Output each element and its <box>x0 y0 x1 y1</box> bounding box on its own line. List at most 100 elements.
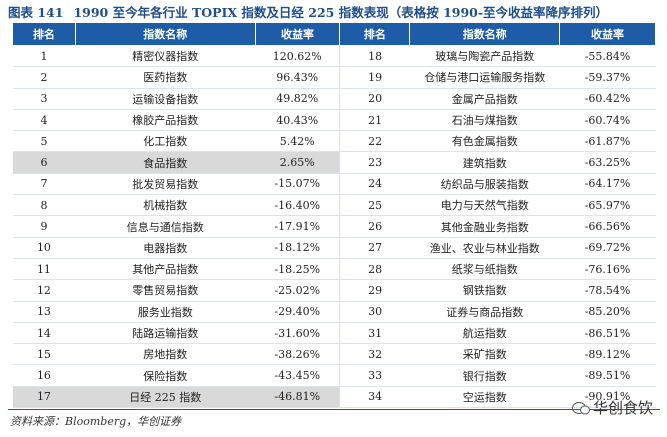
table-row: 16 保险指数 -43.45% 33 银行指数 -89.51% <box>12 364 656 387</box>
table-row: 8 机械指数 -16.40% 25 电力与天然气指数 -65.97% <box>12 194 656 217</box>
table-body: 1 精密仪器指数 120.62% 18 玻璃与陶瓷产品指数 -55.84% 2 医药指数 96.… <box>12 45 656 409</box>
table-cell: -60.42% <box>559 88 656 110</box>
table-cell: 批发贸易指数 <box>75 173 256 196</box>
table-cell: 银行指数 <box>409 364 560 387</box>
table-cell: 32 <box>339 343 410 366</box>
table-cell: 航运指数 <box>409 322 560 345</box>
table-cell: 24 <box>339 173 410 196</box>
table-cell: -65.97% <box>559 194 656 217</box>
column-header: 排名 <box>12 22 76 46</box>
table-cell: 精密仪器指数 <box>75 45 256 68</box>
table-cell: 其他金融业务指数 <box>409 215 560 238</box>
table-cell: 纺织品与服装指数 <box>409 173 560 196</box>
table-cell: 电器指数 <box>75 237 256 259</box>
figure-label: 图表 141 <box>8 5 64 20</box>
table-cell: 金属产品指数 <box>409 88 560 110</box>
table-cell: 建筑指数 <box>409 151 560 174</box>
table-cell: -69.72% <box>559 237 656 259</box>
table-cell: 信息与通信指数 <box>75 215 256 238</box>
table-cell: 其他产品指数 <box>75 258 256 281</box>
table-cell: -89.51% <box>559 364 656 387</box>
table-cell: 电力与天然气指数 <box>409 194 560 217</box>
table-cell: 陆路运输指数 <box>75 322 256 345</box>
column-header: 排名 <box>339 22 411 46</box>
table-cell: 9 <box>12 215 76 238</box>
table-cell: 采矿指数 <box>409 343 560 366</box>
table-cell: -85.20% <box>559 301 656 323</box>
table-cell: 30 <box>339 301 410 323</box>
table-cell: 17 <box>12 386 76 409</box>
table-row: 3 运输设备指数 49.82% 20 金属产品指数 -60.42% <box>12 88 656 110</box>
table-cell: 7 <box>12 173 76 196</box>
table-cell: 12 <box>12 279 76 302</box>
table-cell: 33 <box>339 364 410 387</box>
table-cell: 4 <box>12 109 76 132</box>
table-cell: -29.40% <box>255 301 341 323</box>
table-cell: 渔业、农业与林业指数 <box>409 237 560 259</box>
table-cell: -59.37% <box>559 66 656 89</box>
table-cell: 11 <box>12 258 76 281</box>
table-cell: 玻璃与陶瓷产品指数 <box>409 45 560 68</box>
table-cell: -31.60% <box>255 322 341 345</box>
table-cell: 16 <box>12 364 76 387</box>
table-cell: 服务业指数 <box>75 301 256 323</box>
table-cell: 房地指数 <box>75 343 256 366</box>
table-cell: 22 <box>339 130 410 153</box>
table-cell: -15.07% <box>255 173 341 196</box>
table-row: 14 陆路运输指数 -31.60% 31 航运指数 -86.51% <box>12 322 656 345</box>
watermark-icon <box>572 402 590 415</box>
table-cell: 14 <box>12 322 76 345</box>
table-cell: 1 <box>12 45 76 68</box>
table-cell: 橡胶产品指数 <box>75 109 256 132</box>
table-row: 5 化工指数 5.42% 22 有色金属指数 -61.87% <box>12 130 656 153</box>
table-cell: 120.62% <box>255 45 341 68</box>
table-cell: 18 <box>339 45 410 68</box>
table-cell: -25.02% <box>255 279 341 302</box>
table-cell: -63.25% <box>559 151 656 174</box>
table-cell: -86.51% <box>559 322 656 345</box>
table-cell: 23 <box>339 151 410 174</box>
table-cell: 25 <box>339 194 410 217</box>
table-cell: -16.40% <box>255 194 341 217</box>
table-cell: 96.43% <box>255 66 341 89</box>
table-cell: 纸浆与纸指数 <box>409 258 560 281</box>
table-row: 11 其他产品指数 -18.25% 28 纸浆与纸指数 -76.16% <box>12 258 656 281</box>
table-cell: -60.74% <box>559 109 656 132</box>
table-cell: 仓储与港口运输服务指数 <box>409 66 560 89</box>
table-cell: -17.91% <box>255 215 341 238</box>
table-cell: 10 <box>12 237 76 259</box>
figure-title: 1990 至今年各行业 TOPIX 指数及日经 225 指数表现（表格按 199… <box>73 5 609 20</box>
table-cell: 21 <box>339 109 410 132</box>
table-cell: 石油与煤指数 <box>409 109 560 132</box>
table-cell: 19 <box>339 66 410 89</box>
table-cell: -76.16% <box>559 258 656 281</box>
table-cell: -78.54% <box>559 279 656 302</box>
rule <box>8 409 660 410</box>
column-header: 收益率 <box>559 22 656 46</box>
table-cell: 31 <box>339 322 410 345</box>
table-cell: 28 <box>339 258 410 281</box>
table-cell: 49.82% <box>255 88 341 110</box>
table-cell: -61.87% <box>559 130 656 153</box>
table-row: 17 日经 225 指数 -46.81% 34 空运指数 -90.91% <box>12 386 656 409</box>
table-cell: 有色金属指数 <box>409 130 560 153</box>
column-header: 收益率 <box>254 22 341 46</box>
table-cell: -18.25% <box>255 258 341 281</box>
table-cell: 13 <box>12 301 76 323</box>
source: 资料来源：Bloomberg，华创证券 <box>10 415 182 428</box>
table-cell: 机械指数 <box>75 194 256 217</box>
table-row: 13 服务业指数 -29.40% 30 证券与商品指数 -85.20% <box>12 301 656 323</box>
table-cell: 8 <box>12 194 76 217</box>
table: 排名 指数名称 收益率 排名 指数名称 收益率 1 精密仪器指数 120.62% 18 玻璃与陶瓷… <box>12 22 656 409</box>
table-cell: 3 <box>12 88 76 110</box>
table-cell: -64.17% <box>559 173 656 196</box>
table-cell: 20 <box>339 88 410 110</box>
table-cell: 证券与商品指数 <box>409 301 560 323</box>
title: 图表 141 1990 至今年各行业 TOPIX 指数及日经 225 指数表现（表… <box>8 2 618 21</box>
table-cell: 运输设备指数 <box>75 88 256 110</box>
table-cell: 食品指数 <box>75 151 256 174</box>
watermark: 华创食饮 <box>572 397 653 418</box>
table-cell: 钢铁指数 <box>409 279 560 302</box>
table-cell: 26 <box>339 215 410 238</box>
